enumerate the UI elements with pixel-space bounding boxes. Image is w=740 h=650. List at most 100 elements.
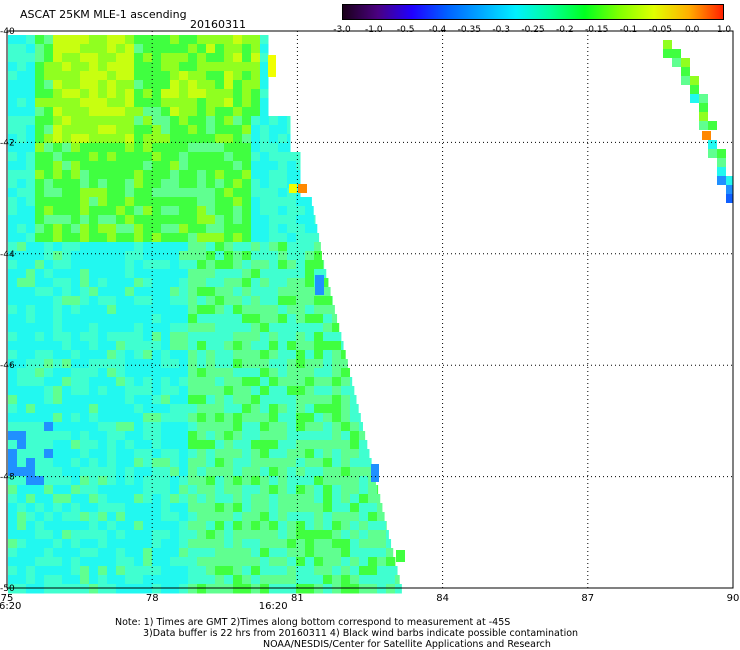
colorbar-tick-label: -0.2 [556, 25, 574, 35]
swath-cell [188, 287, 198, 297]
swath-cell [215, 413, 225, 423]
swath-cell [8, 467, 18, 477]
swath-cell [134, 80, 144, 90]
swath-cell [53, 332, 63, 342]
swath-cell [134, 314, 144, 324]
swath-cell [98, 233, 108, 243]
swath-cell [224, 305, 234, 315]
swath-cell [116, 548, 126, 558]
swath-cell [44, 323, 54, 333]
swath-cell [53, 89, 63, 99]
swath-cell [35, 323, 45, 333]
swath-cell [206, 35, 216, 45]
swath-cell [26, 386, 36, 396]
swath-cell [71, 179, 81, 189]
swath-cell [71, 206, 81, 216]
swath-cell [215, 476, 225, 486]
swath-cell [251, 548, 261, 558]
swath-cell [170, 269, 180, 279]
swath-cell [314, 548, 324, 558]
swath-cell [314, 224, 318, 234]
swath-cell [98, 224, 108, 234]
swath-cell [269, 224, 279, 234]
swath-cell [233, 341, 243, 351]
swath-cell [296, 278, 306, 288]
swath-cell [260, 89, 269, 99]
swath-cell [143, 53, 153, 63]
colorbar-tick-label: -0.5 [396, 25, 415, 35]
swath-cell [188, 278, 198, 288]
lat-label: -46 [0, 361, 15, 371]
colorbar-tick-label: -0.4 [428, 25, 447, 35]
swath-cell [233, 413, 243, 423]
swath-cell [89, 143, 99, 153]
swath-cell [188, 467, 198, 477]
swath-cell [206, 458, 216, 468]
swath-cell [278, 440, 288, 450]
swath-cell [350, 512, 360, 522]
swath-cell [224, 575, 234, 585]
swath-cell [116, 485, 126, 495]
swath-cell [44, 242, 54, 252]
swath-cell [368, 521, 378, 531]
swath-cell [179, 584, 189, 594]
swath-cell [80, 548, 90, 558]
swath-cell [125, 395, 135, 405]
swath-cell [269, 539, 279, 549]
swath-cell [89, 251, 99, 261]
swath-cell [143, 467, 153, 477]
swath-cell [224, 242, 234, 252]
swath-cell [134, 512, 144, 522]
swath-cell [278, 332, 288, 342]
swath-cell [215, 134, 225, 144]
swath-cell [197, 476, 207, 486]
swath-cell [188, 269, 198, 279]
swath-cell [314, 575, 324, 585]
swath-cell [699, 121, 708, 130]
swath-cell [107, 377, 117, 387]
swath-cell [368, 557, 378, 567]
swath-cell [71, 35, 81, 45]
swath-cell [332, 521, 342, 531]
swath-cell [80, 98, 90, 108]
swath-cell [152, 278, 162, 288]
swath-cell [62, 107, 72, 117]
swath-cell [116, 332, 126, 342]
swath-cell [332, 368, 342, 378]
swath-cell [80, 71, 90, 81]
swath-cell [287, 314, 297, 324]
swath-cell [197, 440, 207, 450]
swath-cell [17, 440, 27, 450]
swath-cell [152, 161, 162, 171]
swath-cell [152, 539, 162, 549]
swath-cell [35, 179, 45, 189]
swath-cell [89, 314, 99, 324]
swath-cell [44, 170, 54, 180]
swath-cell [89, 278, 99, 288]
swath-cell [80, 44, 90, 54]
lon-label: 81 [291, 593, 304, 604]
swath-cell [269, 458, 279, 468]
swath-cell [233, 386, 243, 396]
swath-cell [278, 395, 288, 405]
swath-cell [26, 332, 36, 342]
swath-cell [296, 440, 306, 450]
swath-cell [206, 368, 216, 378]
swath-cell [260, 224, 270, 234]
swath-cell [206, 305, 216, 315]
swath-cell [251, 197, 261, 207]
swath-cell [251, 575, 261, 585]
swath-cell [314, 242, 321, 252]
swath-cell [197, 260, 207, 270]
swath-cell [89, 188, 99, 198]
swath-cell [8, 386, 18, 396]
swath-cell [269, 296, 279, 306]
swath-cell [260, 449, 270, 459]
swath-cell [161, 503, 171, 513]
swath-cell [62, 323, 72, 333]
swath-cell [80, 197, 90, 207]
swath-cell [152, 179, 162, 189]
swath-cell [233, 521, 243, 531]
swath-cell [161, 359, 171, 369]
